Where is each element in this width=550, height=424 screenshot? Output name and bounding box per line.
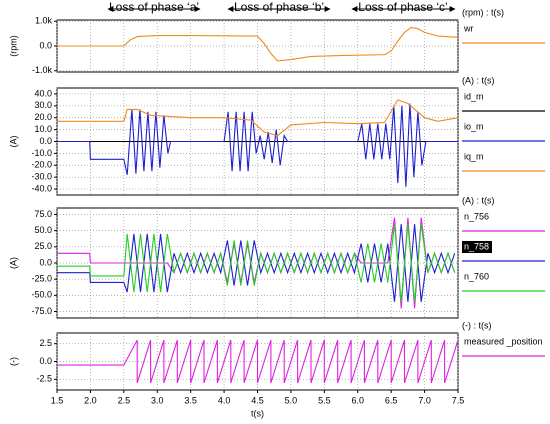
x-tick-label: 4.5 bbox=[251, 395, 264, 405]
plot-area bbox=[57, 99, 458, 187]
annotation: Loss of phase ‘b’ bbox=[234, 0, 324, 14]
y-tick-label: 0.0 bbox=[39, 136, 52, 146]
panel-header: (rpm) : t(s) bbox=[462, 7, 504, 17]
y-tick-label: -2.5 bbox=[36, 374, 52, 384]
x-tick-label: 5.0 bbox=[285, 395, 298, 405]
series-line bbox=[57, 339, 458, 384]
annotation: Loss of phase ‘a’ bbox=[109, 0, 199, 14]
y-tick-label: 10.0 bbox=[34, 124, 52, 134]
annotation: Loss of phase ‘c’ bbox=[358, 0, 447, 14]
legend-label: id_m bbox=[464, 91, 484, 101]
x-tick-label: 6.0 bbox=[351, 395, 364, 405]
y-tick-label: 75.0 bbox=[34, 209, 52, 219]
x-tick-label: 5.5 bbox=[318, 395, 331, 405]
plot-area bbox=[57, 217, 456, 309]
x-tick-label: 3.0 bbox=[151, 395, 164, 405]
series-line bbox=[57, 103, 458, 187]
x-tick-label: 4.0 bbox=[218, 395, 231, 405]
y-tick-label: 0.0 bbox=[39, 257, 52, 267]
legend-label: n_758 bbox=[464, 241, 489, 251]
x-tick-label: 1.5 bbox=[51, 395, 64, 405]
legend-label: wr bbox=[463, 23, 474, 33]
legend-label: iq_m bbox=[464, 151, 484, 161]
y-tick-label: -30.0 bbox=[31, 172, 52, 182]
y-tick-label: 50.0 bbox=[34, 225, 52, 235]
plot-area bbox=[57, 26, 458, 62]
y-tick-label: -20.0 bbox=[31, 160, 52, 170]
plot-area bbox=[57, 339, 458, 384]
legend-highlight bbox=[462, 241, 492, 253]
y-tick-label: -10.0 bbox=[31, 148, 52, 158]
y-tick-label: 40.0 bbox=[34, 88, 52, 98]
y-axis-label: (-) bbox=[8, 357, 18, 366]
legend-label: io_m bbox=[464, 121, 484, 131]
y-tick-label: -75.0 bbox=[31, 306, 52, 316]
y-tick-label: 2.5 bbox=[39, 338, 52, 348]
panel-header: (-) : t(s) bbox=[462, 320, 492, 330]
series-line bbox=[57, 26, 458, 62]
x-tick-label: 6.5 bbox=[385, 395, 398, 405]
y-tick-label: 20.0 bbox=[34, 112, 52, 122]
x-tick-label: 2.5 bbox=[118, 395, 131, 405]
legend-label: measured _position bbox=[464, 336, 543, 346]
x-tick-label: 7.5 bbox=[452, 395, 465, 405]
x-tick-label: 3.5 bbox=[184, 395, 197, 405]
y-tick-label: 30.0 bbox=[34, 100, 52, 110]
y-tick-label: -25.0 bbox=[31, 274, 52, 284]
x-axis-label: t(s) bbox=[251, 408, 264, 418]
y-tick-label: -40.0 bbox=[31, 183, 52, 193]
y-axis-label: (A) bbox=[8, 257, 18, 269]
series-line bbox=[57, 224, 456, 302]
y-tick-label: 0.0 bbox=[39, 356, 52, 366]
y-tick-label: 0.0 bbox=[39, 40, 52, 50]
x-tick-label: 7.0 bbox=[418, 395, 431, 405]
legend-label: n_756 bbox=[464, 211, 489, 221]
panel-header: (A) : t(s) bbox=[462, 195, 495, 205]
y-axis-label: (rpm) bbox=[8, 35, 18, 57]
panel-header: (A) : t(s) bbox=[462, 75, 495, 85]
y-axis-label: (A) bbox=[8, 136, 18, 148]
legend-label: n_760 bbox=[464, 271, 489, 281]
y-tick-label: 25.0 bbox=[34, 241, 52, 251]
y-tick-label: 1.0k bbox=[35, 16, 53, 26]
y-tick-label: -1.0k bbox=[32, 65, 53, 75]
x-tick-label: 2.0 bbox=[84, 395, 97, 405]
y-tick-label: -50.0 bbox=[31, 290, 52, 300]
series-line bbox=[57, 99, 458, 137]
